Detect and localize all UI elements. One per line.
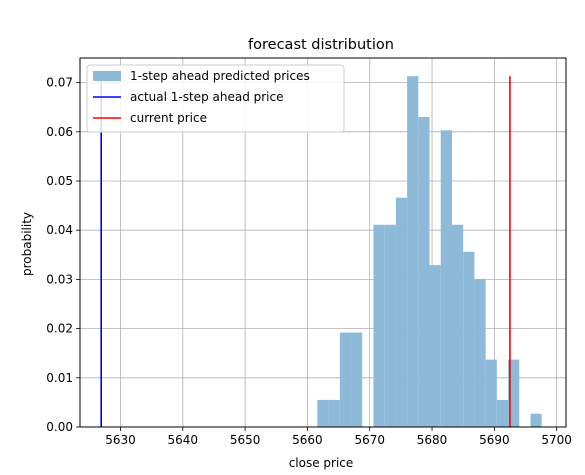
x-tick-label-1: 5640 bbox=[168, 433, 199, 447]
legend-box bbox=[86, 64, 345, 133]
y-tick-label-5: 0.05 bbox=[46, 174, 73, 188]
x-tick-label-7: 5700 bbox=[541, 433, 572, 447]
x-axis-label: close price bbox=[289, 456, 354, 470]
histogram-bar-8 bbox=[418, 117, 430, 427]
histogram-bar-15 bbox=[496, 399, 509, 427]
x-tick-label-4: 5670 bbox=[354, 433, 385, 447]
histogram-bar-12 bbox=[463, 251, 475, 427]
y-tick-label-3: 0.03 bbox=[46, 272, 73, 286]
x-tick-label-0: 5630 bbox=[105, 433, 136, 447]
histogram-bar-9 bbox=[429, 265, 441, 427]
histogram-bar-4 bbox=[373, 224, 385, 427]
x-tick-label-6: 5690 bbox=[479, 433, 510, 447]
histogram-bar-16 bbox=[508, 359, 520, 427]
y-axis-label: probability bbox=[20, 212, 34, 276]
legend-label-2: current price bbox=[130, 111, 207, 125]
histogram-bar-6 bbox=[395, 197, 408, 427]
histogram-bar-11 bbox=[451, 224, 464, 427]
x-axis-ticks: 5630 5640 5650 5660 5670 5680 5690 5700 bbox=[105, 427, 572, 447]
histogram-bar-3 bbox=[351, 332, 363, 427]
price-lines bbox=[100, 76, 511, 427]
legend: 1-step ahead predicted prices actual 1-st… bbox=[86, 64, 345, 133]
y-tick-label-0: 0.00 bbox=[46, 420, 73, 434]
x-tick-label-3: 5660 bbox=[292, 433, 323, 447]
histogram-bar-2 bbox=[339, 332, 352, 427]
y-axis-ticks: 0.00 0.01 0.02 0.03 0.04 0.05 0.06 0.07 bbox=[46, 76, 80, 434]
legend-label-0: 1-step ahead predicted prices bbox=[130, 69, 310, 83]
histogram-bar-7 bbox=[407, 76, 419, 427]
y-tick-label-4: 0.04 bbox=[46, 223, 73, 237]
x-tick-label-2: 5650 bbox=[230, 433, 261, 447]
x-tick-label-5: 5680 bbox=[417, 433, 448, 447]
histogram-bar-10 bbox=[440, 130, 452, 427]
y-tick-label-2: 0.02 bbox=[46, 322, 73, 336]
histogram-bar-13 bbox=[474, 278, 486, 427]
histogram-bar-1 bbox=[328, 399, 340, 427]
histogram-bars bbox=[317, 76, 542, 427]
legend-label-1: actual 1-step ahead price bbox=[130, 90, 284, 104]
y-tick-label-1: 0.01 bbox=[46, 371, 73, 385]
legend-swatch-0 bbox=[93, 71, 121, 81]
y-tick-label-6: 0.06 bbox=[46, 125, 73, 139]
histogram-bar-0 bbox=[317, 399, 329, 427]
plot-frame bbox=[79, 57, 567, 428]
y-tick-label-7: 0.07 bbox=[46, 76, 73, 90]
histogram-bar-17 bbox=[530, 413, 542, 427]
histogram-bar-14 bbox=[485, 359, 497, 427]
chart-title: forecast distribution bbox=[248, 37, 394, 53]
histogram-bar-5 bbox=[384, 224, 396, 427]
